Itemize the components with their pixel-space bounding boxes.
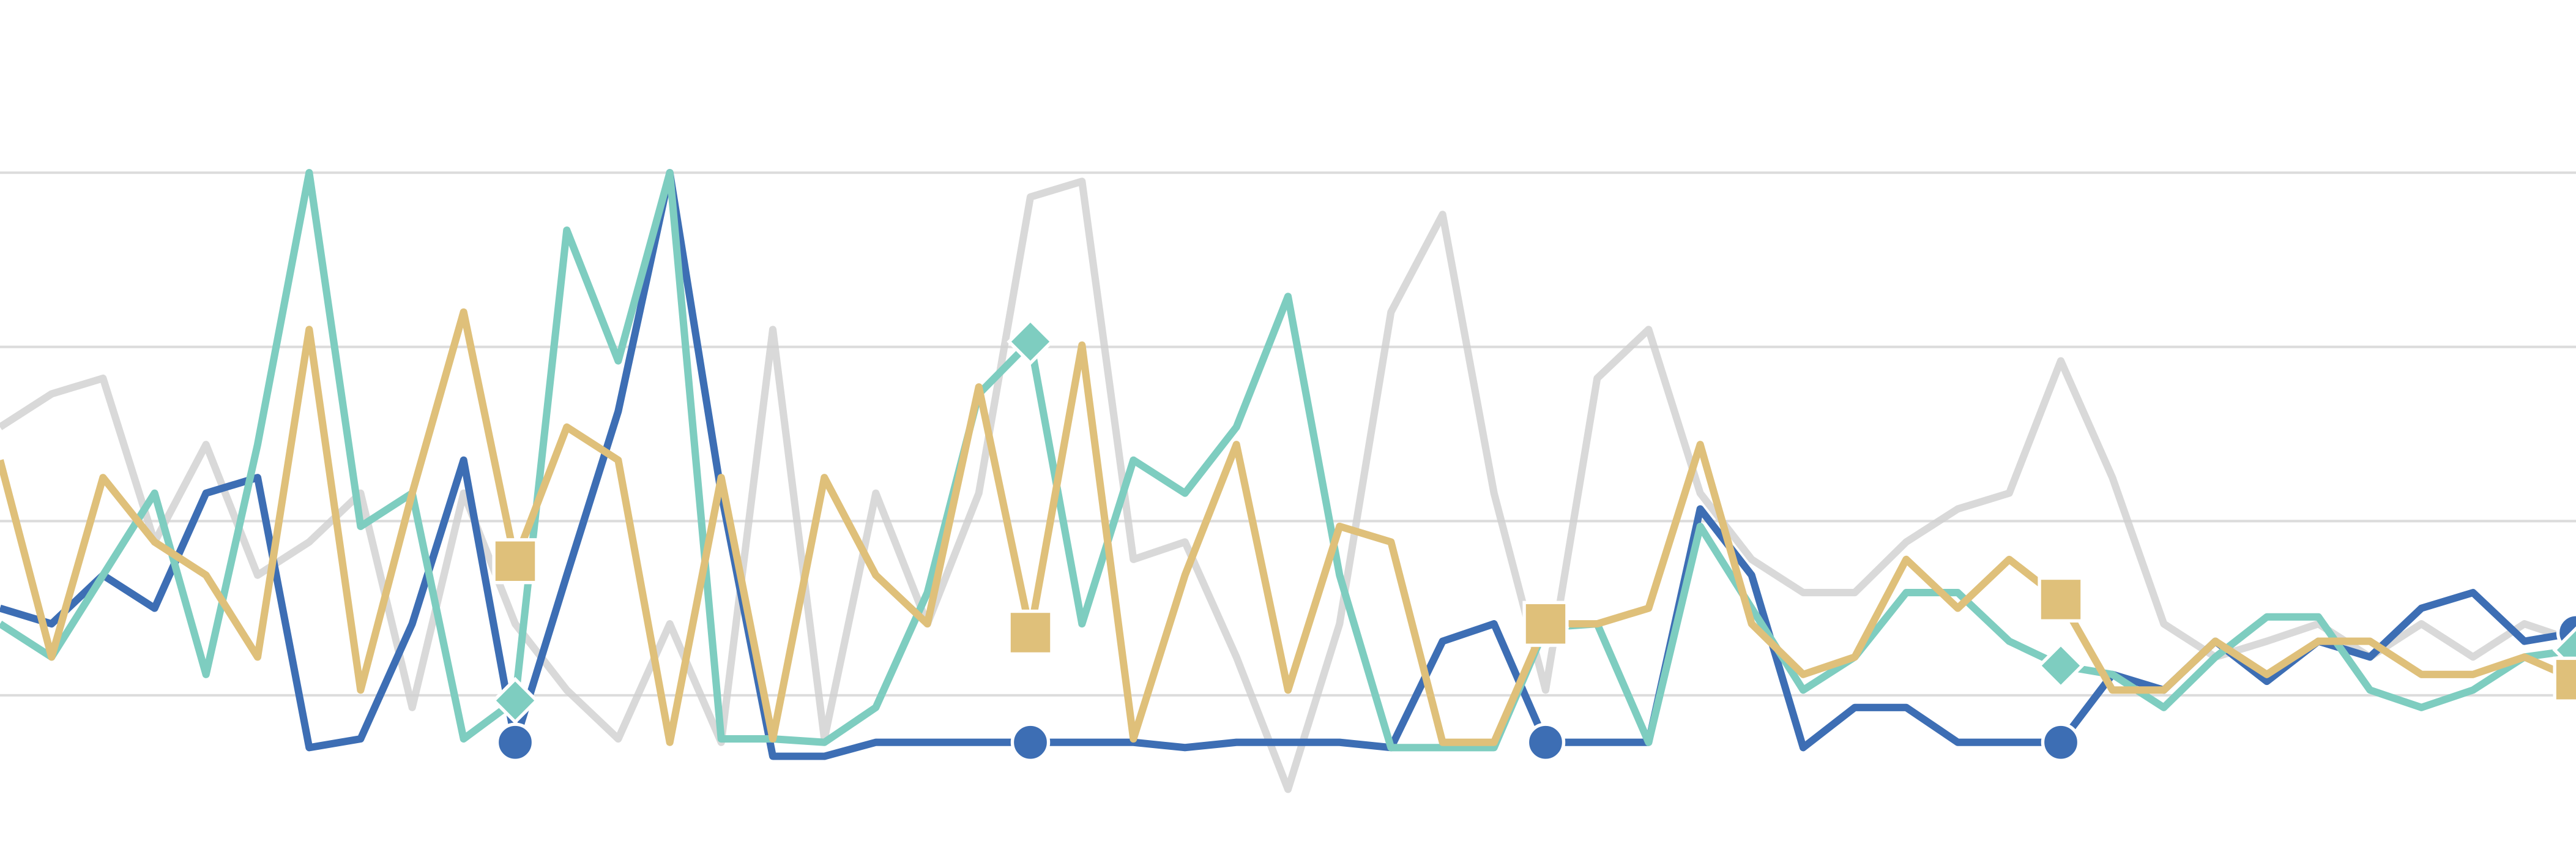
marker: [495, 722, 535, 762]
marker: [2037, 642, 2085, 690]
marker: [1525, 722, 1566, 762]
marker: [2041, 722, 2081, 762]
marker: [492, 538, 538, 585]
marker: [1007, 318, 1054, 365]
marker: [491, 676, 539, 725]
marker: [2038, 576, 2084, 623]
marker: [1010, 722, 1051, 762]
series-line: [0, 308, 2576, 746]
marker: [1007, 609, 1054, 656]
marker: [1522, 600, 1569, 647]
series-line: [0, 169, 2576, 752]
series-line: [0, 178, 2576, 793]
marker: [2553, 656, 2576, 703]
